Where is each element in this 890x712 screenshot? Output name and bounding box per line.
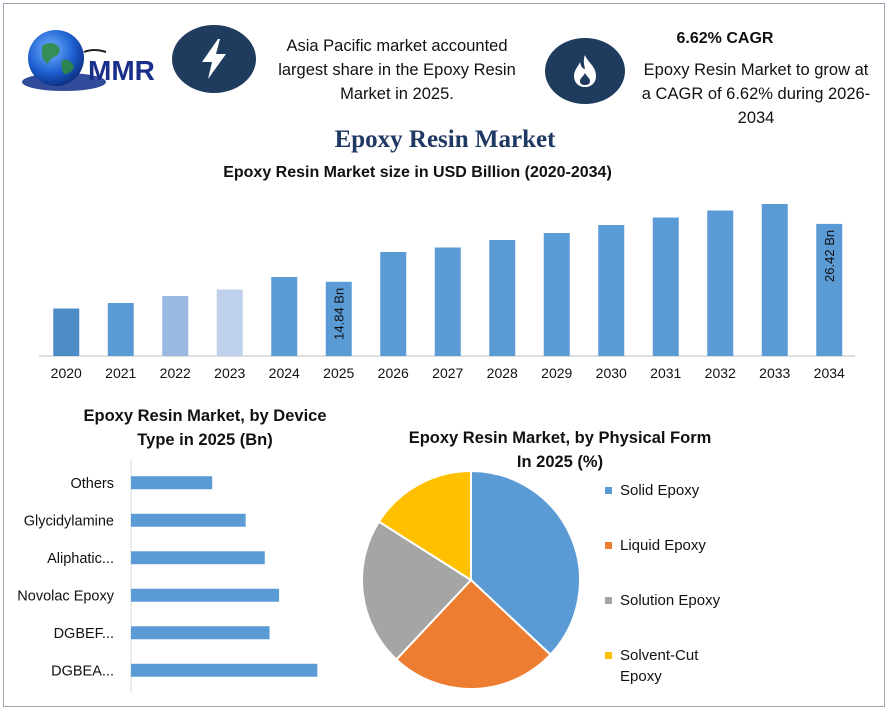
- x-tick-label: 2023: [214, 365, 245, 381]
- bar-2021: [107, 303, 134, 356]
- highlight-left-text: Asia Pacific market accounted largest sh…: [262, 34, 532, 106]
- physical-form-title-line: Epoxy Resin Market, by Physical Form: [408, 429, 712, 447]
- bar-2026: [380, 252, 407, 356]
- x-tick-label: 2022: [160, 365, 191, 381]
- x-tick-label: 2032: [705, 365, 736, 381]
- legend-swatch: [605, 652, 612, 659]
- category-label: DGBEF...: [54, 626, 114, 642]
- lightning-icon: [172, 25, 256, 93]
- bar-chart-title: Epoxy Resin Market size in USD Billion (…: [223, 164, 612, 181]
- x-tick-label: 2029: [541, 365, 572, 381]
- category-label: Novolac Epoxy: [17, 588, 114, 604]
- highlight-left-line: Market in 2025.: [340, 85, 454, 103]
- x-tick-label: 2030: [596, 365, 627, 381]
- bar-2030: [598, 225, 625, 356]
- category-label: Glycidylamine: [24, 513, 114, 529]
- data-label-2025: 14.84 Bn: [332, 288, 347, 340]
- highlight-right-line: a CAGR of 6.62% during 2026-: [641, 85, 871, 103]
- category-label: Others: [70, 476, 114, 492]
- bar-2024: [271, 277, 298, 356]
- device-type-title-line: Epoxy Resin Market, by Device: [83, 407, 327, 425]
- pie-slice-solid-epoxy: [470, 469, 581, 657]
- highlight-right-line: Epoxy Resin Market to grow at: [643, 61, 869, 79]
- bar-2025: [325, 281, 352, 356]
- device-type-bar-chart: Others Glycidylamine Aliphatic... Novolac E…: [17, 460, 318, 692]
- legend-item: Liquid Epoxy: [605, 535, 706, 556]
- bar-2034: [816, 223, 843, 356]
- data-label-2034: 26.42 Bn: [822, 230, 837, 282]
- legend-label: Liquid Epoxy: [620, 537, 706, 554]
- physical-form-title-line: In 2025 (%): [516, 453, 604, 471]
- bar-2027: [434, 247, 461, 356]
- bar-2031: [652, 217, 679, 356]
- physical-form-chart-title: Epoxy Resin Market, by Physical Form In …: [380, 426, 740, 474]
- hbar-glycidylamine: [131, 513, 246, 527]
- highlight-right-line: 2034: [737, 109, 775, 127]
- pie-slice-solvent-cut-epoxy: [377, 469, 472, 582]
- highlight-right-text: Epoxy Resin Market to grow at a CAGR of …: [630, 58, 882, 130]
- category-label: DGBEA...: [51, 663, 114, 679]
- legend-swatch: [605, 487, 612, 494]
- legend-swatch: [605, 597, 612, 604]
- highlight-left-line: largest share in the Epoxy Resin: [278, 61, 516, 79]
- hbar-aliphatic-: [131, 551, 265, 565]
- x-tick-label: 2027: [432, 365, 463, 381]
- device-type-chart-title: Epoxy Resin Market, by Device Type in 20…: [40, 404, 370, 452]
- legend-label: Solvent-Cut Epoxy: [620, 647, 699, 685]
- hbar-novolac-epoxy: [131, 588, 280, 602]
- pie-slice-liquid-epoxy: [394, 578, 552, 690]
- flame-icon: [545, 38, 625, 104]
- bar-2032: [707, 210, 734, 356]
- main-title: Epoxy Resin Market: [334, 126, 556, 153]
- hbar-dgbef-: [131, 626, 270, 640]
- legend-swatch: [605, 542, 612, 549]
- hbar-others: [131, 476, 213, 490]
- legend-label: Solid Epoxy: [620, 482, 700, 499]
- x-tick-label: 2033: [759, 365, 790, 381]
- legend-label: Solution Epoxy: [620, 592, 721, 609]
- legend-item: Solvent-Cut Epoxy: [605, 645, 698, 687]
- x-tick-label: 2025: [323, 365, 354, 381]
- x-tick-label: 2024: [269, 365, 300, 381]
- legend-item: Solid Epoxy: [605, 480, 699, 501]
- pie-slice-solution-epoxy: [361, 520, 473, 661]
- physical-form-pie-chart: [361, 469, 581, 690]
- device-type-title-line: Type in 2025 (Bn): [137, 431, 273, 449]
- bar-2029: [543, 233, 570, 356]
- x-tick-label: 2021: [105, 365, 136, 381]
- bar-2028: [489, 240, 516, 356]
- x-tick-label: 2028: [487, 365, 518, 381]
- logo-text: MMR: [88, 55, 155, 86]
- legend-item: Solution Epoxy: [605, 590, 720, 611]
- x-tick-label: 2031: [650, 365, 681, 381]
- bar-2022: [162, 296, 189, 356]
- highlight-left-line: Asia Pacific market accounted: [286, 37, 508, 55]
- x-tick-label: 2020: [51, 365, 82, 381]
- mmr-logo: MMR: [22, 30, 155, 91]
- bar-2033: [761, 204, 788, 356]
- x-tick-label: 2026: [378, 365, 409, 381]
- hbar-dgbea-: [131, 663, 318, 677]
- category-label: Aliphatic...: [47, 551, 114, 567]
- cagr-title: 6.62% CAGR: [676, 30, 774, 47]
- bar-2020: [53, 308, 80, 356]
- market-size-bar-chart: 2020 2021 2022 2023 2024 2025 14.84 Bn 2026 2027…: [39, 204, 855, 381]
- bar-2023: [216, 289, 243, 356]
- x-tick-label: 2034: [814, 365, 845, 381]
